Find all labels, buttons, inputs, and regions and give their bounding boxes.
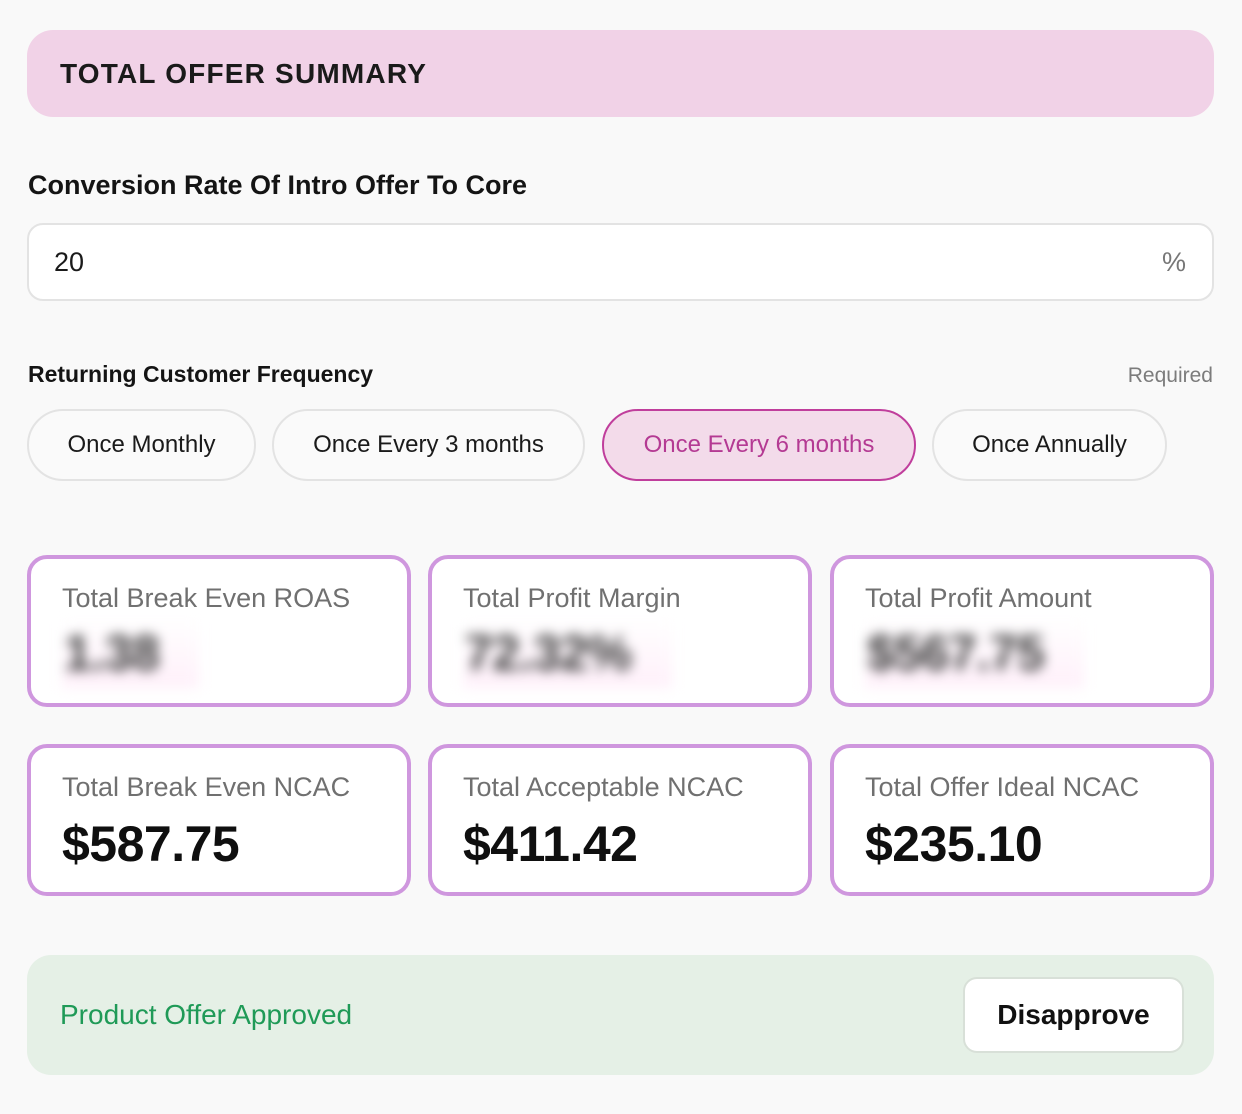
summary-title: TOTAL OFFER SUMMARY xyxy=(60,57,428,89)
disapprove-button[interactable]: Disapprove xyxy=(963,977,1184,1053)
metric-card-profit-margin: Total Profit Margin 72.32% xyxy=(428,555,812,707)
metric-value: $587.75 xyxy=(62,816,240,872)
metric-value: $235.10 xyxy=(865,816,1043,872)
conversion-rate-field[interactable]: % xyxy=(27,223,1214,301)
frequency-option-monthly[interactable]: Once Monthly xyxy=(27,409,256,481)
conversion-rate-label: Conversion Rate Of Intro Offer To Core xyxy=(28,170,528,200)
metric-title: Total Profit Margin xyxy=(463,583,681,613)
metric-title: Total Acceptable NCAC xyxy=(463,772,744,802)
frequency-option-every-6-months[interactable]: Once Every 6 months xyxy=(602,409,916,481)
metric-value: $567.75 xyxy=(865,618,1085,688)
metric-card-break-even-roas: Total Break Even ROAS 1.38 xyxy=(27,555,411,707)
approval-bar: Product Offer Approved Disapprove xyxy=(27,955,1214,1075)
percent-unit: % xyxy=(1161,246,1186,277)
conversion-rate-input[interactable] xyxy=(54,246,1054,278)
metric-value: $411.42 xyxy=(463,816,638,872)
metric-title: Total Profit Amount xyxy=(865,583,1092,613)
metric-card-profit-amount: Total Profit Amount $567.75 xyxy=(830,555,1214,707)
metric-value: 1.38 xyxy=(62,618,200,688)
required-indicator: Required xyxy=(1127,364,1213,387)
metric-card-ideal-ncac: Total Offer Ideal NCAC $235.10 xyxy=(830,744,1214,896)
metric-title: Total Break Even ROAS xyxy=(62,583,351,613)
frequency-label: Returning Customer Frequency xyxy=(28,361,374,387)
metric-title: Total Break Even NCAC xyxy=(62,772,351,802)
metric-value: 72.32% xyxy=(463,618,672,688)
frequency-option-every-3-months[interactable]: Once Every 3 months xyxy=(272,409,585,481)
approval-status: Product Offer Approved xyxy=(60,999,353,1030)
metric-card-break-even-ncac: Total Break Even NCAC $587.75 xyxy=(27,744,411,896)
metric-card-acceptable-ncac: Total Acceptable NCAC $411.42 xyxy=(428,744,812,896)
summary-header: TOTAL OFFER SUMMARY xyxy=(27,30,1214,117)
frequency-option-annually[interactable]: Once Annually xyxy=(932,409,1167,481)
metric-title: Total Offer Ideal NCAC xyxy=(865,772,1140,802)
